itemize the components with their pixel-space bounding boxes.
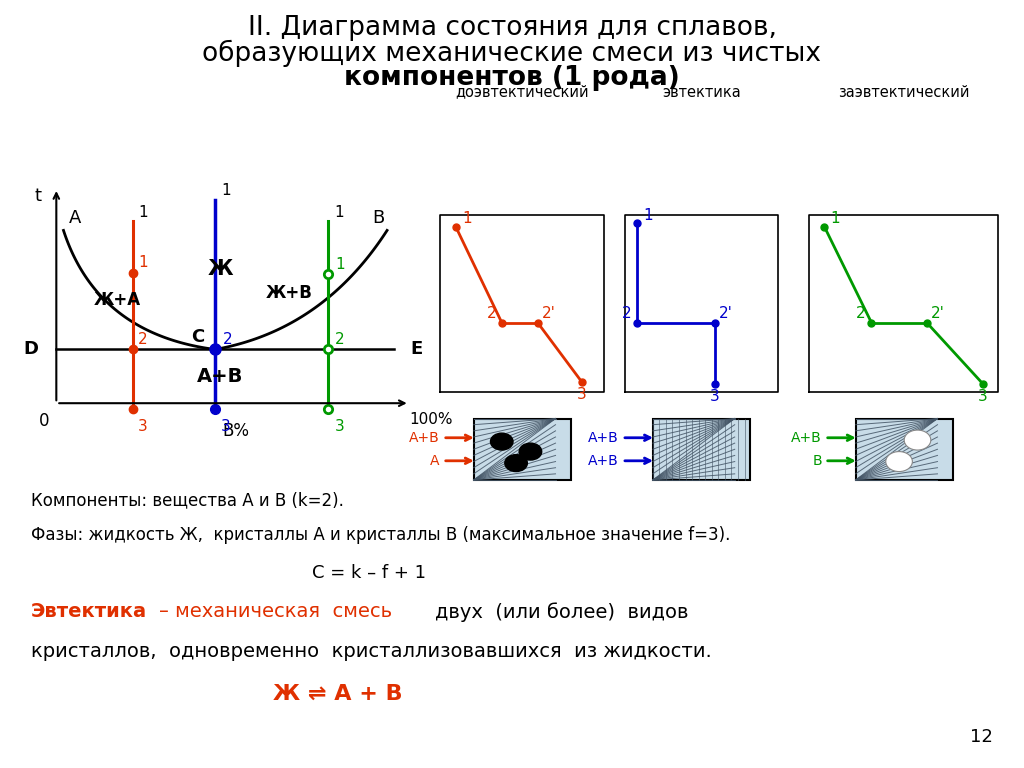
Text: Компоненты: вещества А и В (k=2).: Компоненты: вещества А и В (k=2). <box>31 492 344 509</box>
Text: A+B: A+B <box>588 431 618 445</box>
Text: 3: 3 <box>710 389 720 404</box>
Circle shape <box>886 452 912 472</box>
Text: Ж: Ж <box>207 259 233 279</box>
Text: 1: 1 <box>335 257 344 272</box>
Text: 2: 2 <box>138 332 147 347</box>
Text: Ж ⇌ А + В: Ж ⇌ А + В <box>273 684 402 703</box>
Text: Ж+А: Ж+А <box>94 290 141 309</box>
Text: A: A <box>69 209 81 227</box>
Text: 1: 1 <box>462 211 471 227</box>
Text: 1: 1 <box>138 255 147 270</box>
Text: 2: 2 <box>622 306 631 321</box>
Text: II. Диаграмма состояния для сплавов,: II. Диаграмма состояния для сплавов, <box>248 15 776 41</box>
Text: 2': 2' <box>542 306 556 321</box>
Text: 0: 0 <box>39 412 49 430</box>
Text: B%: B% <box>222 422 249 440</box>
Text: 3: 3 <box>221 419 231 434</box>
Text: D: D <box>23 340 38 359</box>
Text: E: E <box>411 340 423 359</box>
Text: 3: 3 <box>577 386 587 402</box>
Text: 2': 2' <box>931 306 945 321</box>
Text: B: B <box>372 209 384 227</box>
Bar <box>473 419 571 480</box>
Text: образующих механические смеси из чистых: образующих механические смеси из чистых <box>203 40 821 67</box>
Circle shape <box>904 430 931 450</box>
Text: компонентов (1 рода): компонентов (1 рода) <box>344 65 680 91</box>
Text: t: t <box>35 187 41 205</box>
Text: A: A <box>430 454 440 468</box>
Text: Эвтектика: Эвтектика <box>31 602 146 621</box>
Text: Фазы: жидкость Ж,  кристаллы А и кристаллы В (максимальное значение f=3).: Фазы: жидкость Ж, кристаллы А и кристалл… <box>31 526 730 544</box>
Circle shape <box>519 443 542 460</box>
Circle shape <box>490 433 513 450</box>
Text: A+B: A+B <box>409 431 440 445</box>
Bar <box>653 419 750 480</box>
Circle shape <box>505 455 527 472</box>
Text: А+В: А+В <box>197 367 244 386</box>
Text: 3: 3 <box>138 419 148 434</box>
Text: 100%: 100% <box>410 412 453 428</box>
Text: 2': 2' <box>719 306 733 321</box>
Text: 2: 2 <box>335 332 344 347</box>
Text: 1: 1 <box>830 211 840 227</box>
Text: 2: 2 <box>223 332 232 347</box>
Text: 2: 2 <box>486 306 496 321</box>
Text: 1: 1 <box>221 183 230 198</box>
Text: 1: 1 <box>138 204 147 220</box>
Text: кристаллов,  одновременно  кристаллизовавшихся  из жидкости.: кристаллов, одновременно кристаллизовавш… <box>31 642 712 660</box>
Text: эвтектика: эвтектика <box>663 84 740 100</box>
Text: A+B: A+B <box>588 454 618 468</box>
Text: заэвтектический: заэвтектический <box>839 84 970 100</box>
Text: 12: 12 <box>971 729 993 746</box>
Text: доэвтектический: доэвтектический <box>456 84 589 100</box>
Text: C = k – f + 1: C = k – f + 1 <box>311 564 426 582</box>
Text: 2: 2 <box>856 306 865 321</box>
Text: – механическая  смесь: – механическая смесь <box>159 602 392 621</box>
Text: B: B <box>812 454 821 468</box>
Bar <box>856 419 952 480</box>
Text: 3: 3 <box>978 389 988 404</box>
Text: 1: 1 <box>643 207 652 223</box>
Text: Ж+В: Ж+В <box>265 284 312 303</box>
Text: A+B: A+B <box>791 431 821 445</box>
Text: двух  (или более)  видов: двух (или более) видов <box>435 602 689 622</box>
Text: 3: 3 <box>335 419 345 434</box>
Text: 1: 1 <box>334 204 343 220</box>
Text: C: C <box>191 328 205 346</box>
